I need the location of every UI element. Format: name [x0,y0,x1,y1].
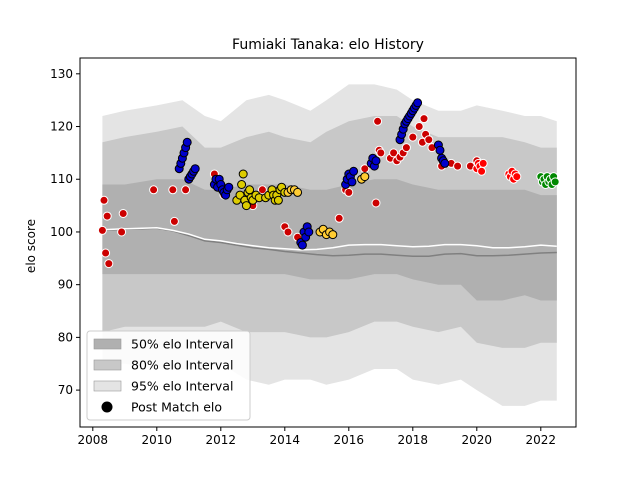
post-match-point [117,227,127,237]
plot-area [97,84,560,406]
post-match-point [360,172,370,182]
post-match-point [168,185,178,195]
x-tick-label: 2018 [398,433,429,447]
y-tick-label: 130 [50,67,73,81]
legend-label: 80% elo Interval [131,358,233,373]
post-match-point [118,209,128,218]
post-match-point [414,122,424,131]
x-tick-label: 2020 [462,433,493,447]
y-tick-label: 110 [50,172,73,186]
x-tick-label: 2022 [526,433,557,447]
post-match-point [401,143,411,153]
legend-swatch [93,338,122,350]
y-axis-label: elo score [24,219,38,273]
legend-swatch [93,359,122,371]
axes-frame [79,57,577,428]
y-tick-label: 100 [50,225,73,239]
post-match-point [101,248,111,258]
x-tick-label: 2012 [206,433,237,447]
post-match-point [283,227,293,237]
axes: 2008 2010 2012 2014 2016 2018 2020 2022 70 80 90 10… [50,57,577,447]
post-match-point [273,195,283,205]
post-match-point [424,135,434,145]
post-match-point [373,116,383,126]
post-match-point [453,161,463,171]
post-match-point [181,185,191,195]
median-elo-line [102,227,557,257]
post-match-point [293,187,303,197]
y-tick-label: 80 [58,330,73,344]
y-tick-label: 70 [58,383,73,397]
post-match-point [347,177,357,187]
post-match-point [182,137,192,147]
legend-box [86,330,251,421]
x-tick-label: 2014 [270,433,301,447]
y-tick-label: 90 [58,278,73,292]
post-match-point [104,259,114,269]
post-match-point [304,227,314,237]
post-match-point [334,213,344,223]
y-tick-label: 120 [50,120,73,134]
legend: 50% elo Interval 80% elo Interval 95% elo … [86,330,251,421]
post-match-point [419,114,429,124]
post-match-point [550,177,560,187]
post-match-point [478,158,488,168]
post-match-point [371,198,381,208]
post-match-point [512,172,522,182]
post-match-point [102,211,112,221]
post-match-point [408,132,418,142]
post-match-point [440,158,450,168]
post-match-point [257,185,267,195]
post-match-point [190,164,200,174]
post-match-point [224,182,234,192]
post-match-point [371,156,381,166]
post-match-point [297,240,307,250]
post-match-point [238,169,248,179]
post-match-point [389,148,399,158]
post-match-point [349,166,359,176]
post-match-point [237,180,247,189]
x-tick-label: 2016 [334,433,365,447]
post-match-point [169,216,179,226]
legend-swatch [93,380,122,392]
post-match-point [241,201,251,211]
x-tick-label: 2008 [78,433,109,447]
post-match-point [149,185,159,195]
post-match-point [435,145,445,155]
post-match-point [97,225,107,235]
post-match-point [413,98,423,108]
legend-label: Post Match elo [131,400,222,415]
post-match-point [477,166,487,176]
post-match-point [328,230,338,240]
post-match-point [99,195,109,205]
legend-marker [101,401,113,413]
plot-content [97,84,560,406]
x-tick-label: 2010 [142,433,173,447]
chart-title: Fumiaki Tanaka: elo History [232,37,424,53]
legend-label: 95% elo Interval [131,379,233,394]
post-match-point [376,148,386,158]
mean-elo-line [102,226,557,251]
band-50-interval [102,179,557,301]
legend-label: 50% elo Interval [131,337,233,352]
post-match-point [344,187,354,197]
